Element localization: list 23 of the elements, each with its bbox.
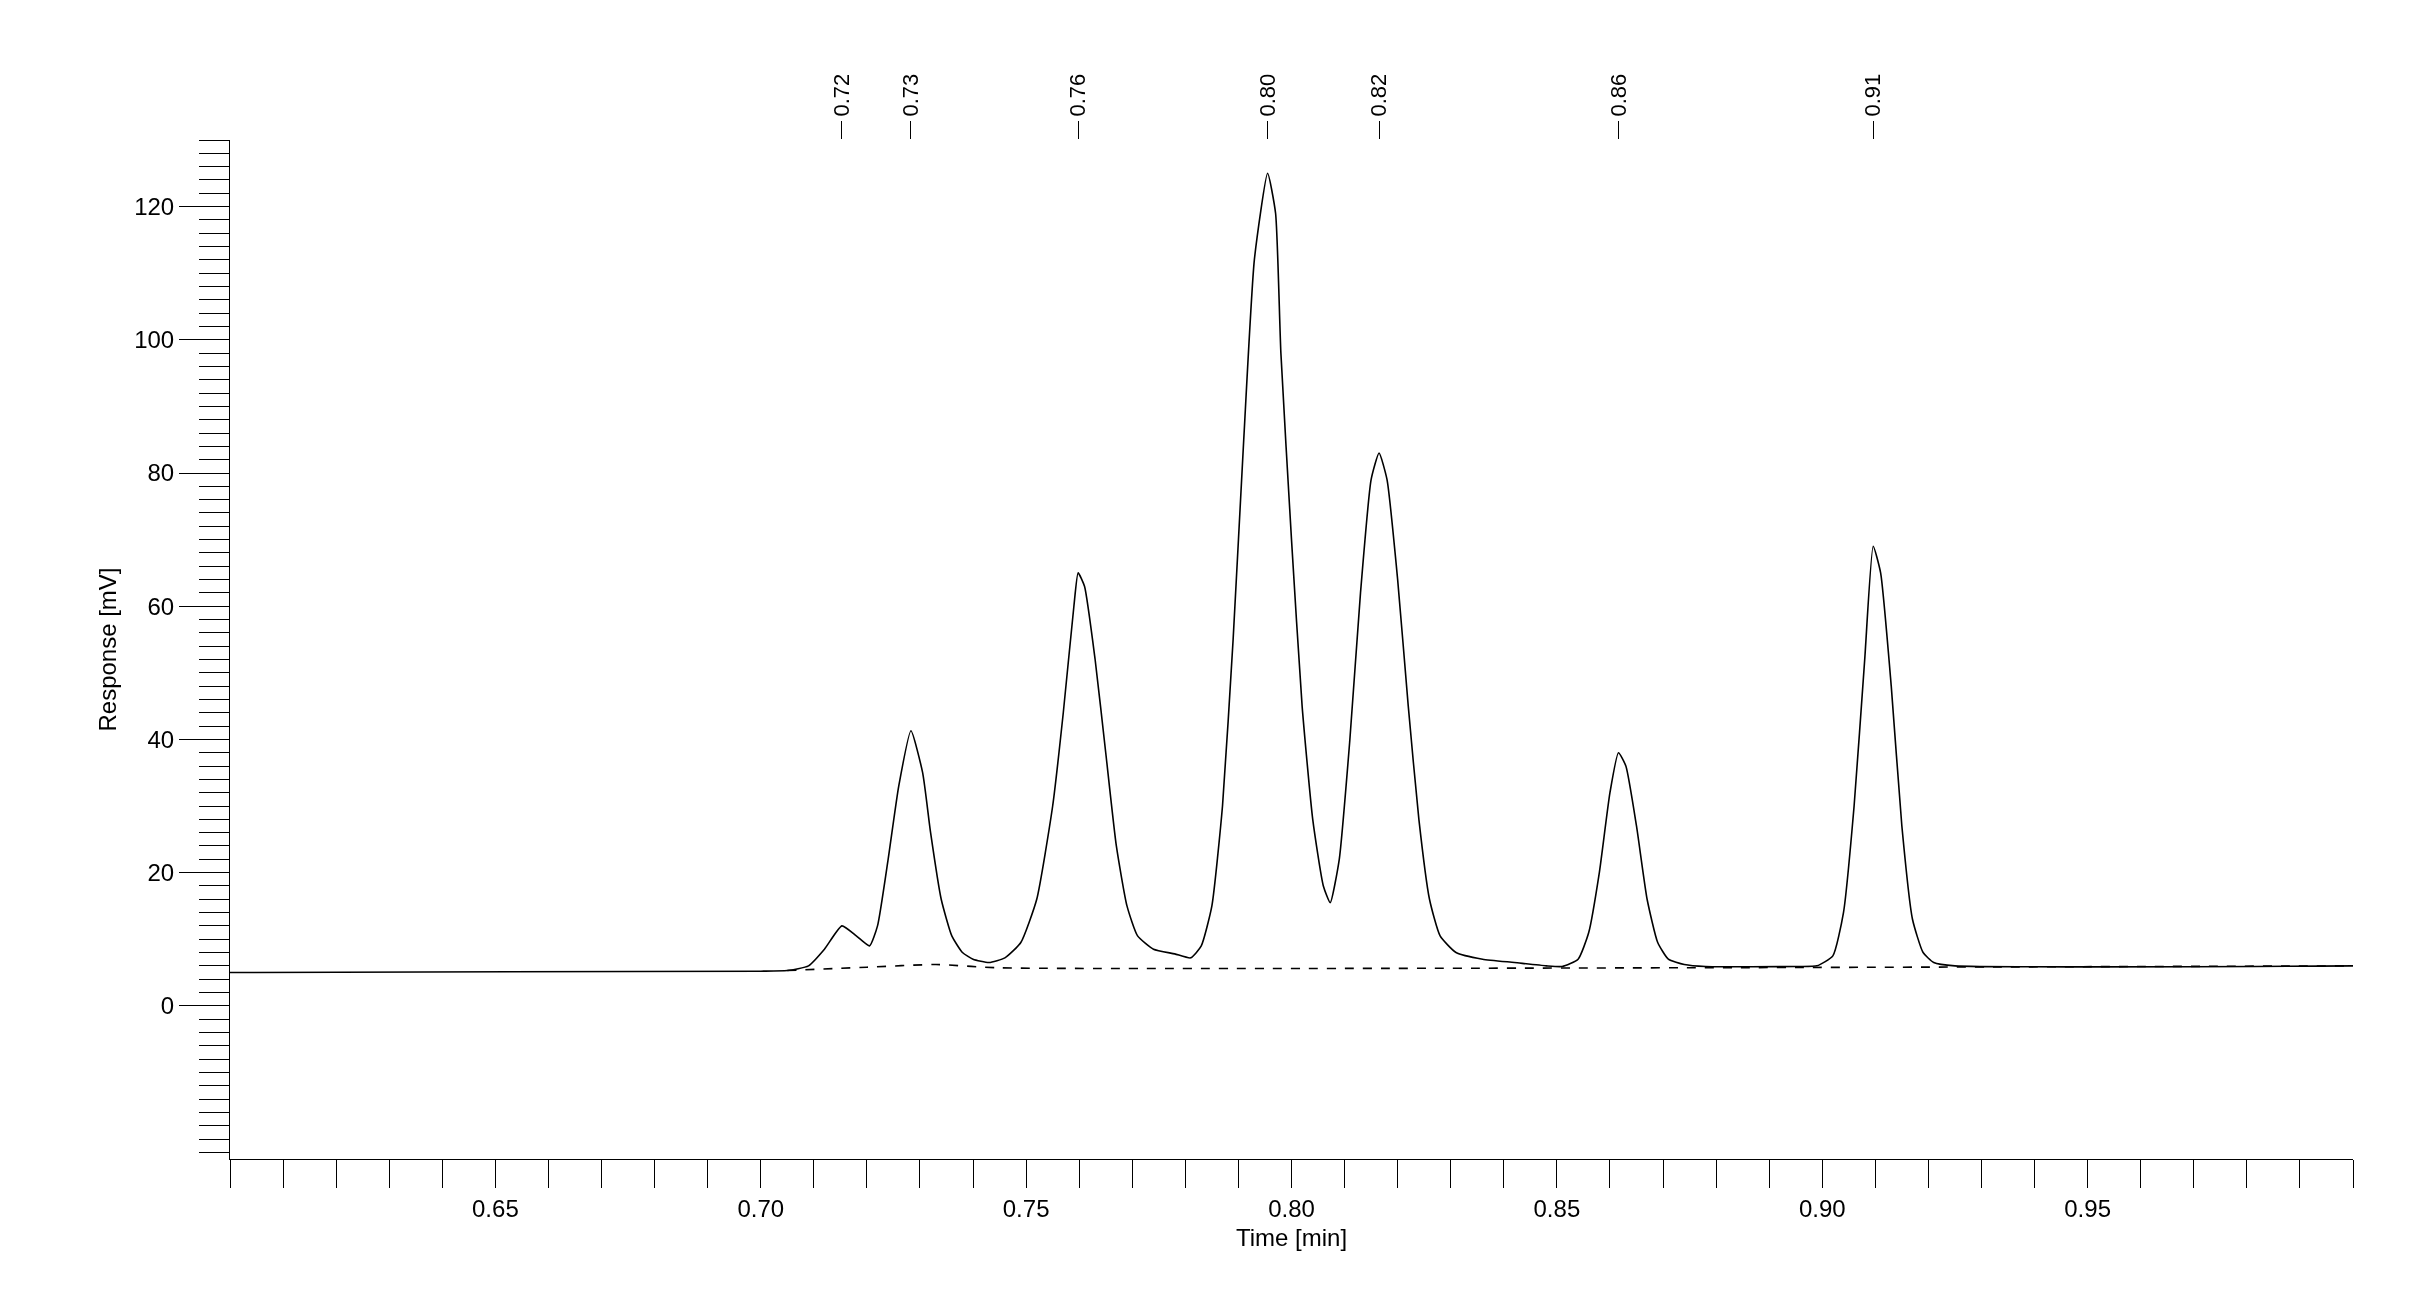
x2-tick-label: 0.86 xyxy=(1605,73,1631,117)
y-tick-label: 20 xyxy=(147,859,175,887)
x2-tick-label: 0.91 xyxy=(1860,73,1886,117)
y-tick-label: 100 xyxy=(134,326,175,354)
x-tick-label: 0.80 xyxy=(1268,1194,1315,1222)
x2-tick-label: 0.73 xyxy=(898,73,924,117)
x-tick-label: 0.75 xyxy=(1002,1194,1050,1222)
y-tick-label: 0 xyxy=(160,992,175,1020)
x-tick-label: 0.90 xyxy=(1798,1194,1846,1222)
y-axis-title: Response [mV] xyxy=(94,567,122,732)
x-tick-label: 0.70 xyxy=(737,1194,785,1222)
y-tick-label: 60 xyxy=(147,592,175,620)
x-tick-label: 0.65 xyxy=(472,1194,519,1222)
x-tick-label: 0.85 xyxy=(1533,1194,1581,1222)
y-tick-label: 120 xyxy=(134,193,175,220)
x2-tick-label: 0.82 xyxy=(1366,73,1392,117)
x-axis-title: Time [min] xyxy=(1235,1224,1348,1252)
x2-tick-label: 0.76 xyxy=(1065,73,1091,117)
y-tick-label: 40 xyxy=(147,725,175,753)
x2-tick-label: 0.80 xyxy=(1254,73,1280,117)
y-tick-label: 80 xyxy=(147,459,175,487)
x-tick-label: 0.95 xyxy=(2064,1194,2111,1222)
x2-tick-label: 0.72 xyxy=(829,73,855,117)
